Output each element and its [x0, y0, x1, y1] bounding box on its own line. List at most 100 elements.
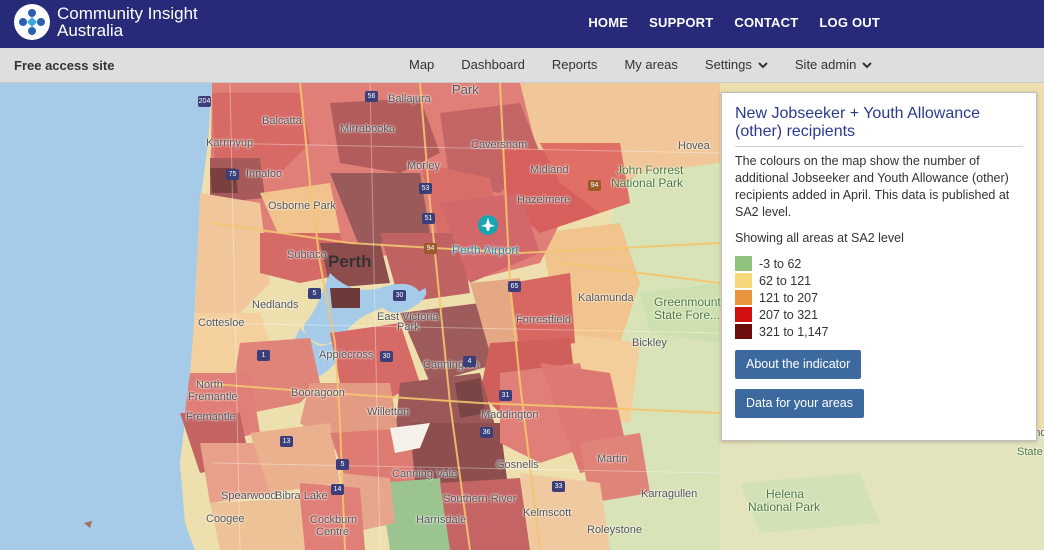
legend-item: 321 to 1,147: [735, 323, 829, 340]
brand[interactable]: Community Insight Australia: [14, 4, 198, 40]
subnav-dashboard[interactable]: Dashboard: [461, 57, 525, 72]
map-label-perth: Perth: [328, 252, 372, 271]
legend-label: 62 to 121: [759, 273, 812, 288]
map-label-applecross: Applecross: [319, 349, 374, 361]
legend-item: -3 to 62: [735, 255, 829, 272]
road-shield: 204: [198, 96, 211, 107]
map-label-north-fremantle: Fremantle: [188, 391, 238, 403]
map-label-cockburn-centre: Centre: [316, 526, 350, 538]
indicator-panel: New Jobseeker + Youth Allowance (other) …: [721, 92, 1037, 441]
road-shield: 4: [463, 356, 476, 367]
map-label-osborne-park: Osborne Park: [268, 200, 336, 212]
map-label-bibra-lake: Bibra Lake: [275, 490, 328, 502]
map-label-willetton: Willetton: [367, 406, 410, 418]
map-label-helena: Helena: [766, 487, 805, 501]
map-label-martin: Martin: [597, 453, 628, 465]
brand-line2: Australia: [57, 21, 124, 40]
map-label-caversham: Caversham: [471, 139, 528, 151]
title-divider: [735, 146, 1023, 147]
map-label-helena-np: National Park: [748, 500, 821, 514]
subnav-site-admin-dropdown[interactable]: Site admin: [794, 57, 873, 72]
subnav-reports[interactable]: Reports: [552, 57, 598, 72]
map-label-subiaco: Subiaco: [287, 249, 327, 261]
map-label-fremantle: Fremantle: [186, 411, 236, 423]
subnav-settings-label: Settings: [704, 57, 752, 72]
legend-swatch: [735, 307, 752, 322]
map-label-balcatta: Balcatta: [262, 115, 302, 127]
map-label-gosnells: Gosnells: [496, 459, 539, 471]
map-label-midland: Midland: [530, 164, 569, 176]
site-label: Free access site: [14, 58, 115, 73]
map-label-harrisdale: Harrisdale: [416, 514, 467, 526]
map-label-karragullen: Karragullen: [641, 488, 698, 500]
subnav-my-areas[interactable]: My areas: [624, 57, 677, 72]
road-shield: 51: [422, 213, 435, 224]
legend-swatch: [735, 290, 752, 305]
map-label-ballajura: Ballajura: [388, 93, 431, 105]
subnav-settings-dropdown[interactable]: Settings: [705, 57, 768, 72]
subnav-map-label: Map: [409, 57, 435, 72]
road-shield: 31: [499, 390, 512, 401]
map-label-canning-vale: Canning Vale: [392, 468, 458, 480]
showing-areas-text: Showing all areas at SA2 level: [735, 231, 904, 245]
map-label-kelmscott: Kelmscott: [523, 507, 572, 519]
map-label-mirrabooka: Mirrabooka: [340, 123, 396, 135]
road-shield: 56: [365, 91, 378, 102]
map-label-morley: Morley: [407, 160, 441, 172]
map-label-hazelmere: Hazelmere: [517, 194, 571, 206]
map-label-coogee: Coogee: [206, 513, 245, 525]
legend-item: 62 to 121: [735, 272, 829, 289]
road-shield: 14: [331, 484, 344, 495]
map-label-park: Park: [452, 83, 479, 97]
map-label-booragoon: Booragoon: [291, 387, 345, 399]
road-shield: 1: [257, 350, 270, 361]
subnav-site-admin-label: Site admin: [794, 57, 857, 72]
legend-label: 121 to 207: [759, 290, 819, 305]
map-label-spearwood: Spearwood: [221, 490, 277, 502]
road-shield: 5: [308, 288, 321, 299]
map-label-forrestfield: Forrestfield: [516, 314, 572, 326]
subnav-dashboard-label: Dashboard: [461, 57, 525, 72]
map-label-southern-river: Southern River: [443, 493, 517, 505]
map-label-john-forrest: John Forrest: [616, 163, 684, 177]
indicator-description: The colours on the map show the number o…: [735, 154, 1010, 219]
legend-item: 121 to 207: [735, 289, 829, 306]
road-shield: 75: [226, 169, 239, 180]
map-label-cockburn: Cockburn: [310, 514, 358, 526]
brand-logo-icon: [14, 4, 50, 40]
nav-home-link[interactable]: HOME: [588, 15, 629, 30]
map-label-john-forrest-np: National Park: [611, 176, 684, 190]
subnav-map[interactable]: Map: [409, 57, 434, 72]
map-label-nedlands: Nedlands: [252, 299, 299, 311]
map-label-perth-airport: Perth Airport: [452, 243, 519, 257]
map-label-bickley: Bickley: [632, 337, 667, 349]
map-label-greenmount: Greenmount: [654, 295, 721, 309]
legend-swatch: [735, 324, 752, 339]
map-label-east-victoria: East Victoria: [377, 311, 439, 323]
map-label-roleystone: Roleystone: [587, 524, 643, 536]
road-shield: 30: [393, 290, 406, 301]
nav-contact-link[interactable]: CONTACT: [734, 15, 799, 30]
map-label-maddington: Maddington: [481, 409, 539, 421]
data-for-your-areas-button[interactable]: Data for your areas: [735, 389, 864, 418]
subnav-my-areas-label: My areas: [624, 57, 678, 72]
map-label-innaloo: Innaloo: [246, 168, 283, 180]
nav-logout-link[interactable]: LOG OUT: [819, 15, 880, 30]
about-indicator-button[interactable]: About the indicator: [735, 350, 862, 379]
brand-line1: Community Insight: [57, 4, 198, 23]
road-shield: 13: [280, 436, 293, 447]
legend-label: 321 to 1,147: [759, 324, 829, 339]
legend-swatch: [735, 273, 752, 288]
indicator-title: New Jobseeker + Youth Allowance (other) …: [735, 105, 981, 140]
map-label-state: State: [1017, 446, 1043, 458]
chevron-down-icon: [758, 61, 768, 68]
legend-label: 207 to 321: [759, 307, 819, 322]
map-label-state-forest: State Fore...: [654, 308, 721, 322]
legend-label: -3 to 62: [759, 256, 802, 271]
subnav-reports-label: Reports: [551, 57, 598, 72]
top-nav: HOME SUPPORT CONTACT LOG OUT: [588, 15, 880, 30]
road-shield: 94: [588, 180, 601, 191]
nav-support-link[interactable]: SUPPORT: [649, 15, 714, 30]
map-label-east-victoria-park: Park: [397, 321, 420, 333]
map-label-cottesloe: Cottesloe: [198, 317, 245, 329]
